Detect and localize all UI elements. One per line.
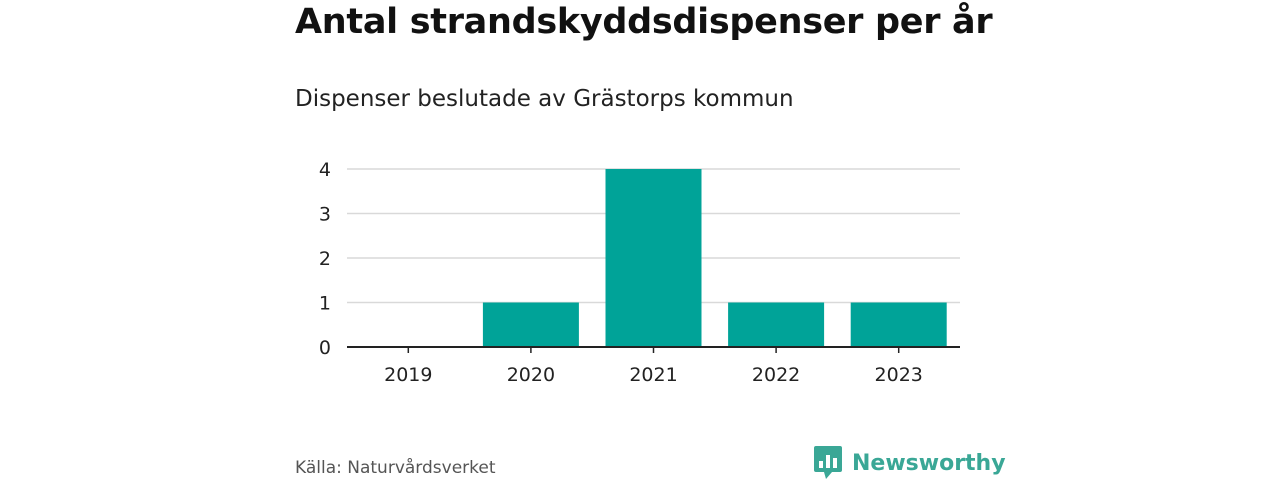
y-tick-label: 2: [319, 248, 331, 270]
y-tick-label: 1: [319, 293, 331, 315]
x-tick-label: 2022: [752, 364, 800, 386]
newsworthy-logo-icon: [814, 446, 842, 479]
x-tick-label: 2023: [875, 364, 923, 386]
chart-title: Antal strandskyddsdispenser per år: [295, 2, 993, 42]
newsworthy-logo: Newsworthy: [814, 446, 1006, 480]
newsworthy-logo-text: Newsworthy: [852, 450, 1006, 476]
y-axis-tick-labels: 0 1 2 3 4: [319, 159, 331, 359]
bar-2020: [482, 302, 579, 347]
y-tick-label: 3: [319, 204, 331, 226]
x-tick-label: 2019: [384, 364, 432, 386]
bars: [482, 169, 947, 347]
x-tick-label: 2021: [629, 364, 677, 386]
y-tick-label: 4: [319, 159, 331, 181]
x-axis-tick-labels: 2019 2020 2021 2022 2023: [384, 347, 923, 386]
source-note: Källa: Naturvårdsverket: [295, 458, 496, 478]
bar-2022: [728, 302, 825, 347]
y-tick-label: 0: [319, 337, 331, 359]
chart-subtitle: Dispenser beslutade av Grästorps kommun: [295, 86, 794, 112]
bar-2021: [605, 169, 702, 347]
x-tick-label: 2020: [507, 364, 555, 386]
bar-2023: [850, 302, 947, 347]
